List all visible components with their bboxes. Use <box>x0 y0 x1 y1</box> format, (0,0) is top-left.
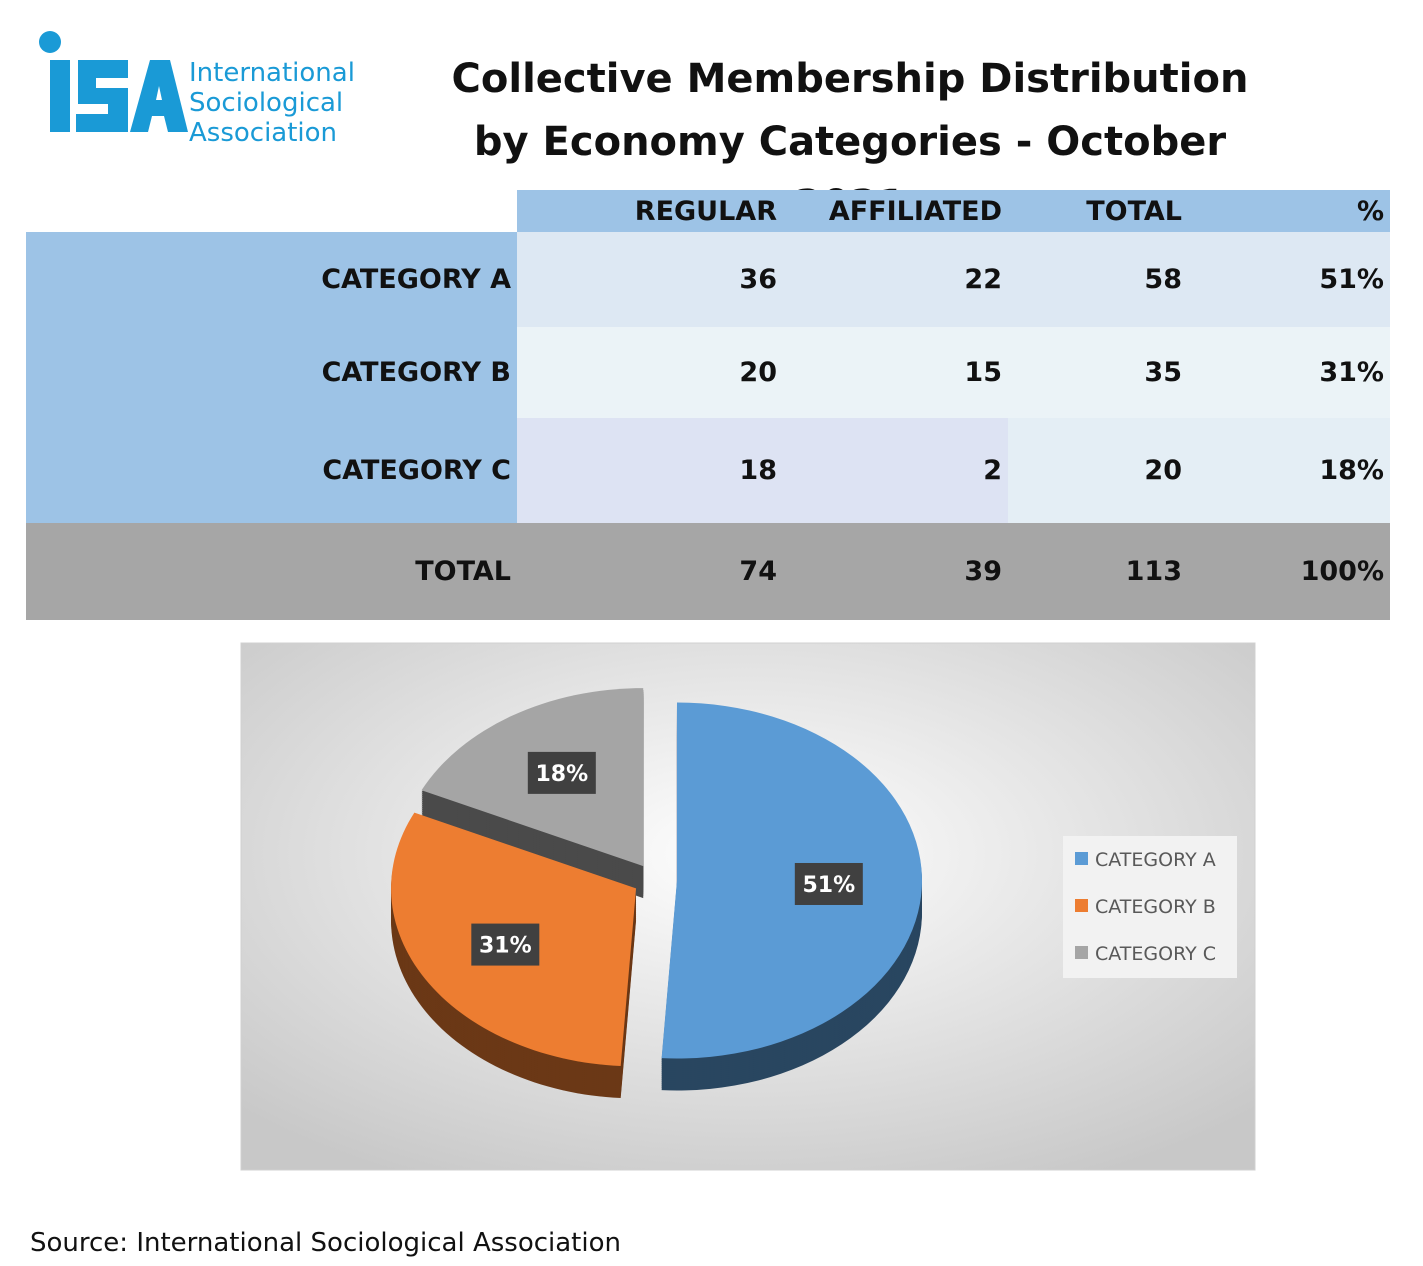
legend-box <box>1063 836 1237 978</box>
column-header: % <box>1356 195 1384 227</box>
logo-text: Association <box>189 118 338 148</box>
legend-swatch <box>1075 946 1088 959</box>
table-cell: 35 <box>1008 327 1188 418</box>
table-cell: 100% <box>1188 523 1390 620</box>
column-header: TOTAL <box>1086 195 1182 227</box>
row-label: CATEGORY C <box>26 418 517 523</box>
table-cell: 58 <box>1008 232 1188 327</box>
data-label: 51% <box>802 873 855 898</box>
column-header: REGULAR <box>634 195 777 227</box>
logo-text: Sociological <box>189 88 344 118</box>
source: Source: International Sociological Assoc… <box>30 1228 621 1258</box>
legend-swatch <box>1075 899 1088 912</box>
pie-slice <box>661 702 922 1059</box>
logo-text: International <box>189 58 355 88</box>
data-label: 18% <box>535 762 588 787</box>
table-cell: 74 <box>517 523 783 620</box>
table-cell: 22 <box>783 232 1008 327</box>
column-header: AFFILIATED <box>828 195 1002 227</box>
data-label-box <box>527 751 596 794</box>
row-label: TOTAL <box>26 523 517 620</box>
table-cell: 113 <box>1008 523 1188 620</box>
table-cell: 18 <box>517 418 783 523</box>
table-cell: 15 <box>783 327 1008 418</box>
table-cell: 39 <box>783 523 1008 620</box>
legend-label: CATEGORY B <box>1095 896 1216 918</box>
table-cell: 31% <box>1188 327 1390 418</box>
table-cell: 20 <box>1008 418 1188 523</box>
data-label-box <box>471 923 540 966</box>
row-label: CATEGORY A <box>26 232 517 327</box>
logo-mark <box>39 31 188 132</box>
legend-label: CATEGORY C <box>1095 943 1216 965</box>
table-cell: 2 <box>783 418 1008 523</box>
data-label-box <box>794 862 863 905</box>
legend-label: CATEGORY A <box>1095 849 1216 871</box>
header-band <box>517 190 1390 232</box>
data-label: 31% <box>479 934 532 959</box>
table-cell: 51% <box>1188 232 1390 327</box>
table-cell: 20 <box>517 327 783 418</box>
legend-swatch <box>1075 852 1088 865</box>
table-cell: 36 <box>517 232 783 327</box>
row-label: CATEGORY B <box>26 327 517 418</box>
table-cell: 18% <box>1188 418 1390 523</box>
